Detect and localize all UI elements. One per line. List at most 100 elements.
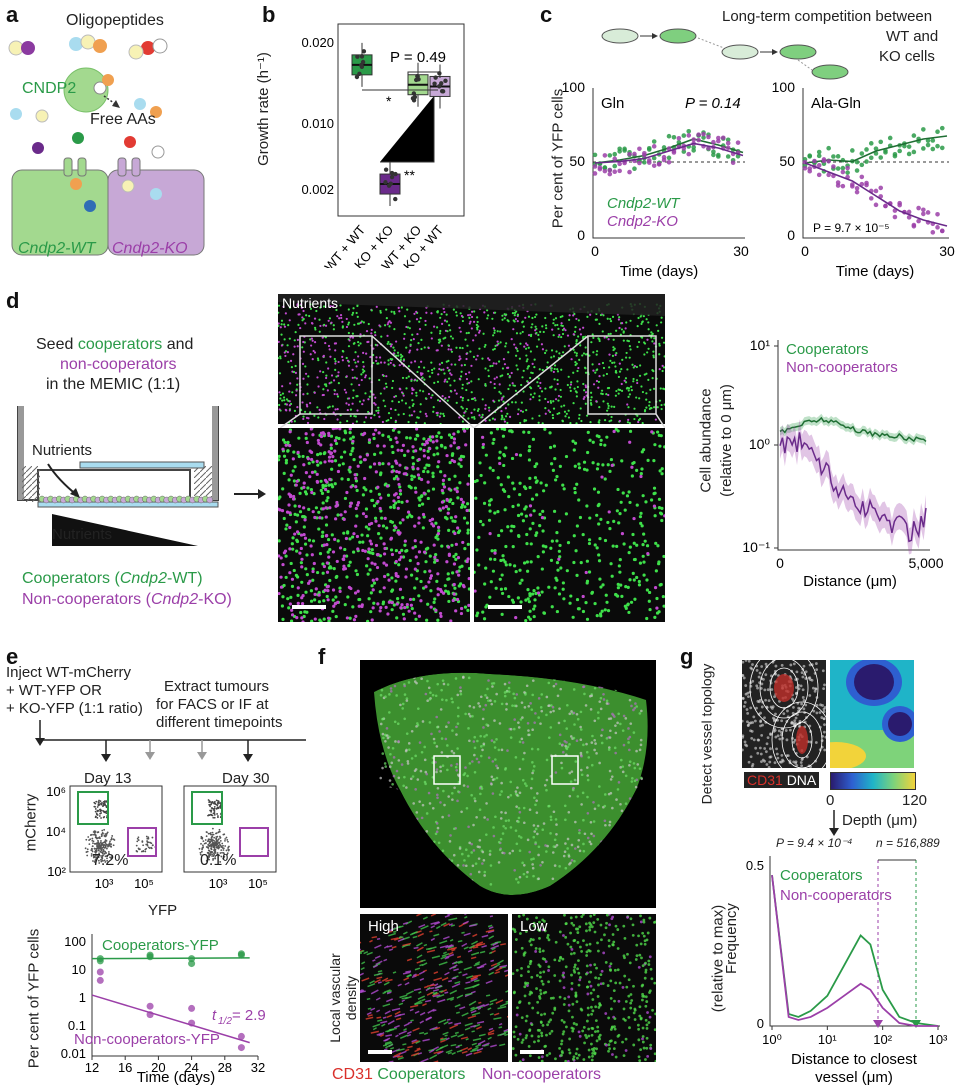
overview-cell [310, 321, 314, 325]
green-cell [360, 533, 364, 537]
tumour-speckle [521, 861, 524, 865]
e-point [96, 976, 104, 984]
high-fiber [442, 951, 447, 955]
magenta-cell [316, 438, 320, 443]
tumour-speckle [602, 698, 606, 701]
overview-cell [527, 346, 530, 349]
magenta-cell [474, 589, 477, 593]
green-cell [541, 550, 545, 554]
green-cell [389, 505, 393, 509]
green-cell [401, 596, 405, 600]
overview-cell [278, 311, 280, 314]
overview-cell [613, 361, 616, 364]
green-cell [437, 529, 441, 533]
overview-cell [589, 399, 592, 402]
facs-dot [92, 842, 94, 845]
overview-cell [580, 419, 583, 423]
tumour-speckle [454, 677, 458, 680]
overview-cell [559, 395, 563, 398]
green-cell [343, 429, 347, 433]
tumour-speckle [585, 750, 589, 754]
green-cell [578, 515, 583, 520]
green-cell [370, 548, 374, 552]
green-cell [435, 446, 439, 450]
tumour-speckle [515, 693, 519, 696]
overview-cell [557, 327, 560, 330]
overview-cell [511, 312, 515, 315]
green-cell [542, 489, 546, 493]
green-cell [289, 619, 294, 622]
overview-cell [430, 337, 433, 340]
overview-cell [410, 414, 413, 417]
d-xtick-0: 0 [776, 555, 784, 571]
green-cell [330, 533, 334, 537]
tumour-speckle [425, 830, 429, 833]
green-cell [573, 464, 577, 468]
overview-cell [389, 342, 392, 346]
facs-dot [93, 830, 96, 833]
magenta-cell [419, 477, 424, 482]
tumour-speckle [492, 826, 495, 829]
panel-a-label: a [6, 2, 19, 27]
overview-cell [373, 413, 376, 417]
green-cell [326, 496, 330, 500]
green-cell [575, 524, 579, 528]
overview-cell [311, 339, 314, 342]
c-point [671, 150, 677, 155]
overview-cell [469, 320, 472, 323]
tumour-speckle [419, 769, 423, 773]
tumour-speckle [574, 820, 577, 824]
tumour-speckle [453, 786, 456, 790]
overview-cell [625, 321, 628, 324]
green-cell [278, 458, 281, 462]
b-point [411, 91, 417, 96]
tumour-speckle [528, 850, 531, 854]
b-point [414, 77, 419, 83]
overview-cell [296, 383, 299, 386]
green-cell [647, 590, 652, 595]
magenta-cell [367, 547, 371, 551]
green-cell [575, 597, 580, 602]
facs-dot [209, 853, 211, 856]
panel-e-label: e [6, 644, 19, 669]
overview-cell [313, 351, 317, 354]
green-cell [562, 487, 566, 491]
magenta-cell [650, 430, 654, 434]
tumour-speckle [617, 781, 621, 784]
green-cell [299, 561, 303, 565]
facs-dot [97, 831, 99, 834]
tumour-speckle [590, 741, 594, 744]
tumour-speckle [592, 820, 596, 823]
overview-cell [416, 370, 419, 374]
tumour-speckle [531, 693, 535, 697]
magenta-cell [382, 444, 386, 448]
overview-cell [606, 402, 609, 405]
high-fiber [432, 988, 439, 992]
high-fiber [369, 980, 375, 984]
tumour-speckle [540, 709, 544, 713]
e-xtick-label: 24 [184, 1060, 198, 1075]
high-fiber [383, 945, 389, 949]
tumour-speckle [576, 717, 580, 721]
tumour-speckle [522, 821, 526, 825]
green-cell [466, 608, 470, 612]
tumour-speckle [628, 760, 632, 763]
tumour-speckle [406, 759, 410, 763]
green-cell [446, 577, 450, 581]
facs-dot [217, 800, 220, 803]
overview-cell [651, 377, 654, 380]
green-cell [431, 487, 436, 491]
magenta-cell [465, 559, 469, 564]
green-cell [499, 587, 504, 591]
overview-cell [322, 388, 325, 391]
magenta-cell [325, 585, 329, 589]
overview-cell [377, 409, 380, 412]
tumour-speckle [388, 765, 392, 769]
overview-cell [345, 356, 348, 360]
green-cell [281, 617, 285, 621]
tumour-speckle [485, 723, 489, 726]
tumour-speckle [405, 699, 409, 702]
tumour-speckle [547, 704, 551, 707]
green-cell [525, 569, 530, 573]
seed-coop: cooperators [77, 336, 163, 353]
